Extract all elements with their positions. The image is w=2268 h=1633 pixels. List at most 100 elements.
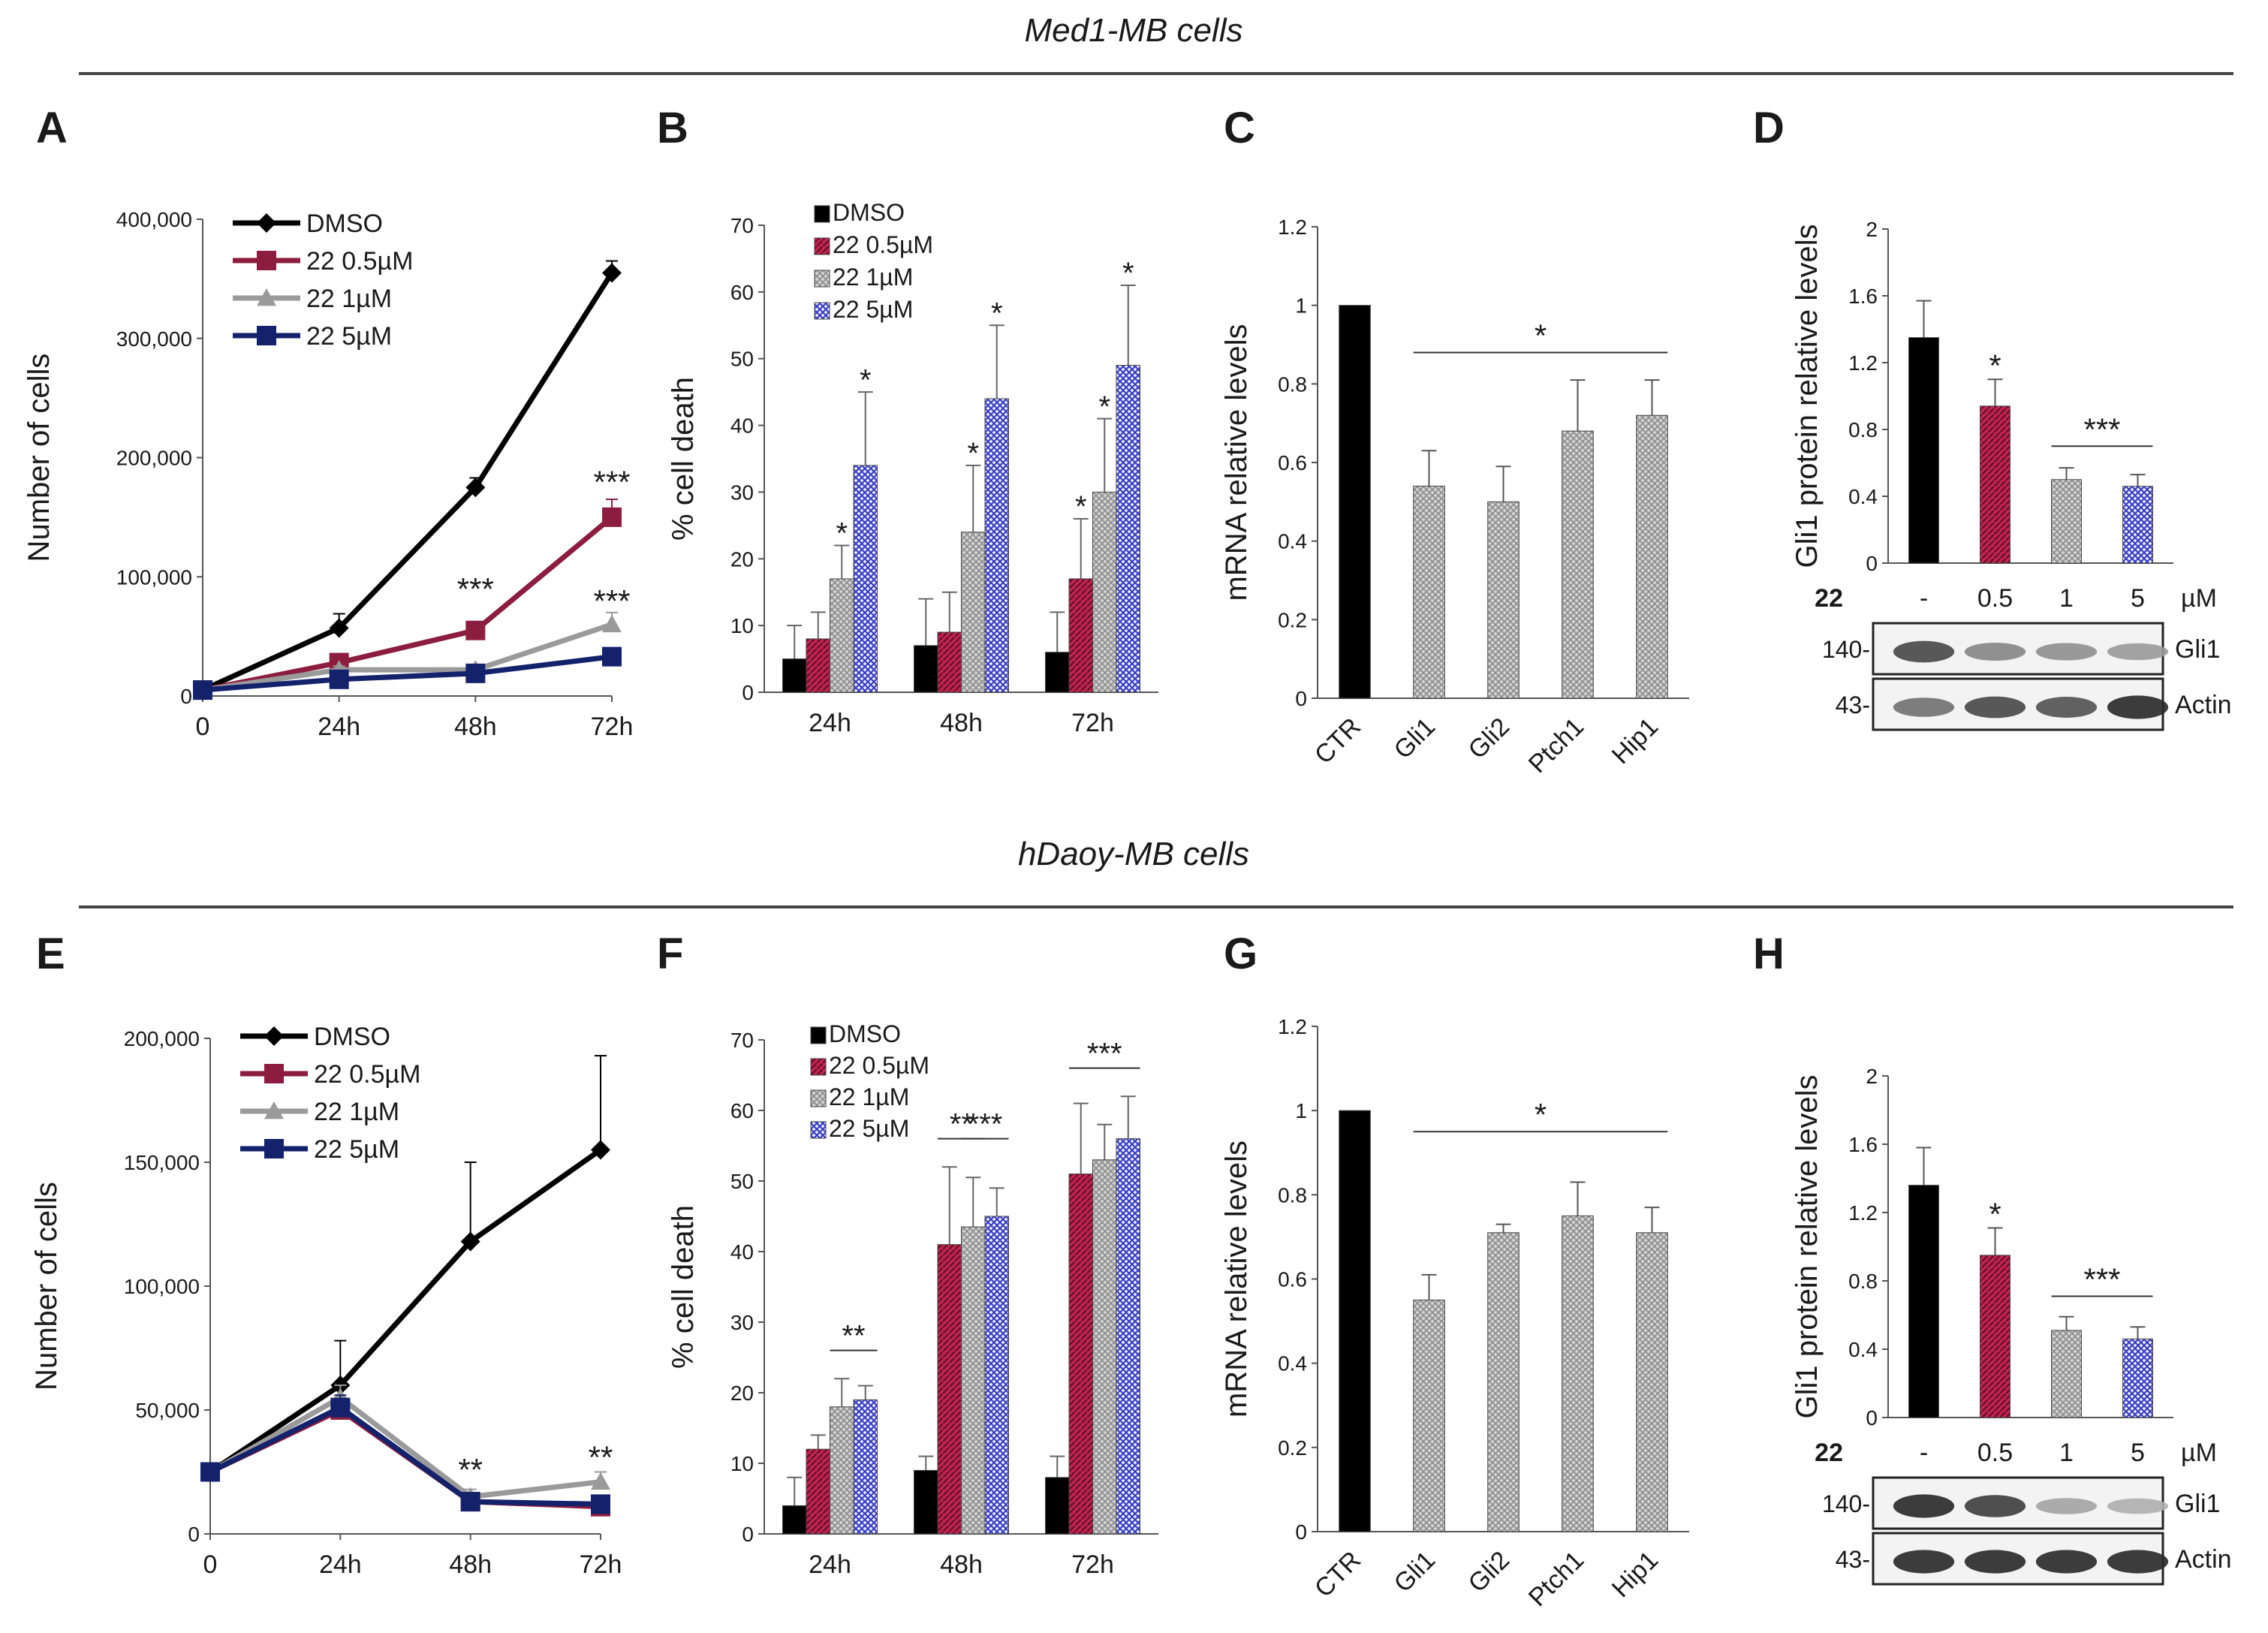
y-tick-label: 100,000 [124, 1275, 200, 1298]
y-tick-label: 0 [1295, 687, 1307, 710]
series-line [209, 1394, 601, 1500]
y-axis-label: mRNA relative levels [1220, 1140, 1253, 1418]
legend-label: DMSO [829, 1020, 901, 1047]
bar [1562, 1215, 1594, 1532]
blot-band [2107, 1498, 2169, 1514]
unit-label: µM [2181, 1439, 2217, 1467]
bar [853, 1399, 878, 1535]
dose-label: 5 [2131, 1439, 2145, 1467]
significance-label: *** [2083, 1261, 2120, 1297]
legend-label: 22 5µM [833, 296, 913, 323]
y-tick-label: 1.2 [1278, 1015, 1307, 1038]
bar [806, 638, 830, 693]
x-tick-label: Gli1 [1389, 713, 1441, 765]
series-line [209, 1406, 601, 1510]
blot-band [1964, 1550, 2026, 1574]
data-point [329, 618, 349, 638]
panel-letter: C [1224, 104, 1255, 152]
blot-band [1893, 1550, 1955, 1574]
y-tick-label: 30 [730, 1311, 754, 1334]
data-point [257, 213, 276, 233]
significance-label: * [1075, 490, 1087, 523]
blot-band [1964, 643, 2026, 661]
data-point [591, 1140, 610, 1160]
blot-band [1893, 640, 1955, 663]
significance-label: *** [2083, 411, 2120, 447]
marker-label: 43- [1836, 691, 1870, 719]
data-point [257, 251, 276, 270]
series-line [209, 1147, 603, 1475]
legend-swatch [810, 1089, 827, 1107]
x-tick-label: Gli2 [1463, 1546, 1516, 1598]
dose-label: 1 [2059, 584, 2074, 613]
y-tick-label: 200,000 [116, 447, 192, 470]
data-point [193, 680, 212, 701]
legend-label: DMSO [833, 199, 905, 226]
panel-D: D 0 0.4 0.8 1.2 1.6 2 Gli1 protein relative lev… [1753, 104, 2232, 731]
bar [830, 1406, 854, 1535]
x-tick-label: 72h [1071, 709, 1114, 737]
blot-band [2107, 695, 2169, 719]
x-tick-label: Hip1 [1607, 1546, 1664, 1603]
blot-band [1893, 697, 1955, 717]
y-tick-label: 60 [730, 281, 754, 304]
y-tick-label: 0.6 [1278, 1268, 1307, 1291]
y-tick-label: 2 [1866, 218, 1878, 241]
y-tick-label: 0.4 [1278, 530, 1307, 553]
dose-label: - [1920, 584, 1928, 613]
y-tick-label: 10 [730, 1452, 754, 1475]
bar [2122, 486, 2153, 564]
legend-swatch [810, 1058, 827, 1076]
panel-C: C 0 0.2 0.4 0.6 0.8 1 1.2 mRNA relative levels * C… [1220, 104, 1689, 779]
bar [782, 1505, 807, 1535]
x-tick-label: 24h [318, 713, 360, 741]
band-label: Actin [2175, 1545, 2232, 1574]
bar [937, 631, 962, 693]
blot-band [2035, 697, 2098, 718]
y-tick-label: 0.8 [1848, 418, 1878, 441]
y-tick-label: 200,000 [124, 1027, 200, 1050]
significance-label: * [967, 437, 979, 470]
blot-band [1964, 1495, 2026, 1517]
bar [2122, 1338, 2153, 1418]
treatment-label: 22 [1815, 584, 1843, 613]
significance-label: * [1989, 1197, 2001, 1232]
blot-band [2107, 643, 2169, 661]
significance-label: * [1989, 348, 2001, 384]
blot-band [2107, 1550, 2169, 1574]
y-axis-label: Gli1 protein relative levels [1791, 1075, 1824, 1419]
blot-band [2035, 643, 2098, 661]
legend-swatch [810, 1121, 827, 1139]
bar [1116, 365, 1140, 693]
y-tick-label: 0.8 [1848, 1270, 1878, 1293]
y-tick-label: 50 [730, 1170, 754, 1193]
bar [1116, 1138, 1140, 1535]
y-tick-label: 1.2 [1848, 1201, 1878, 1225]
x-tick-label: 72h [580, 1550, 622, 1579]
y-tick-label: 0.4 [1848, 1338, 1878, 1361]
data-point [264, 1064, 284, 1083]
bar [2051, 1330, 2082, 1418]
bar [961, 532, 986, 693]
bar [914, 1469, 938, 1535]
dose-label: - [1920, 1439, 1928, 1467]
blot-band [1893, 1494, 1955, 1518]
legend-label: 22 1µM [314, 1098, 399, 1126]
legend-label: 22 1µM [306, 285, 392, 313]
bar [830, 578, 854, 693]
y-tick-label: 0.2 [1278, 1436, 1307, 1460]
data-point [329, 669, 349, 689]
x-tick-label: 24h [809, 709, 851, 737]
marker-label: 140- [1822, 1490, 1870, 1517]
legend-label: 22 0.5µM [306, 247, 413, 276]
x-tick-label: 0 [203, 1550, 218, 1579]
bar [1980, 405, 2010, 564]
significance-label: *** [593, 583, 630, 619]
dose-label: 0.5 [1977, 1439, 2013, 1467]
y-axis-label: % cell death [667, 377, 700, 541]
y-tick-label: 0.8 [1278, 1183, 1307, 1207]
y-tick-label: 30 [730, 481, 754, 504]
significance-label: * [1535, 318, 1547, 353]
bar [984, 398, 1009, 693]
y-tick-label: 0 [1295, 1520, 1307, 1544]
